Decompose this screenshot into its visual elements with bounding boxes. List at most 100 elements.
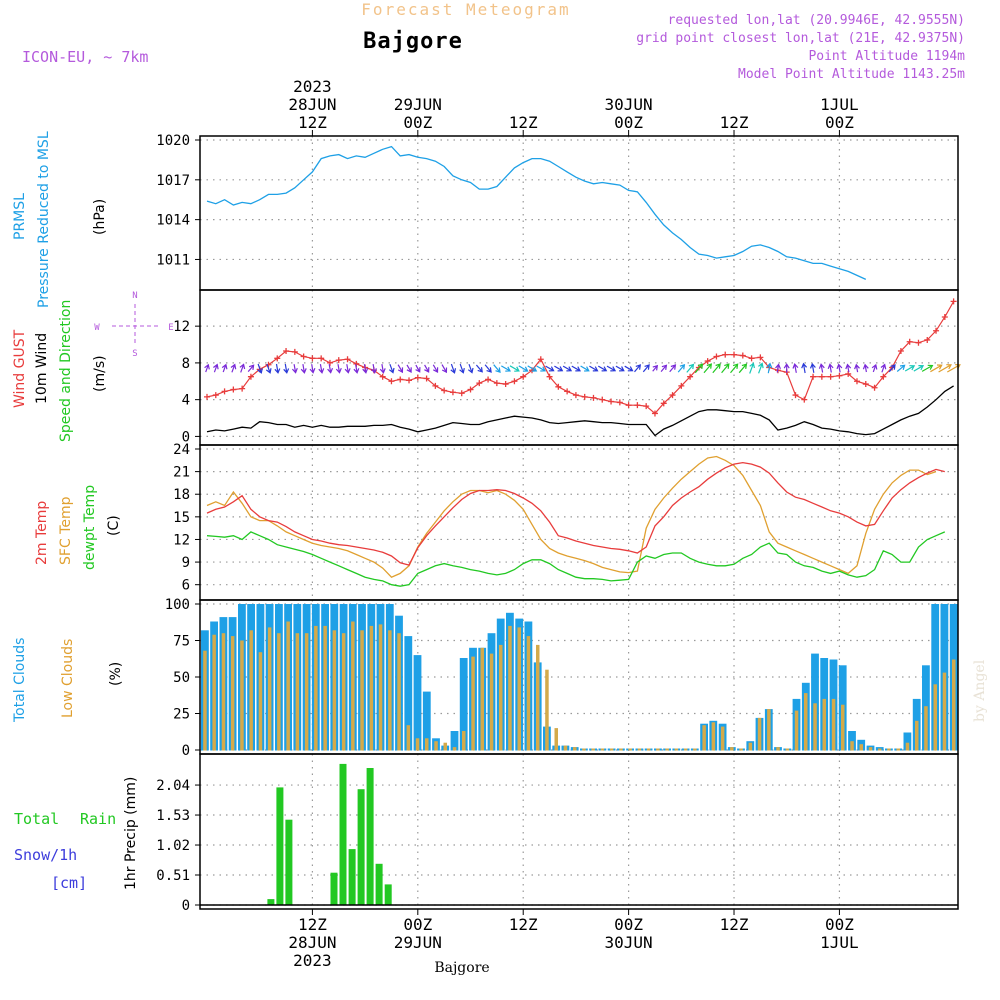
wind-direction-arrow — [738, 363, 748, 374]
wind-gust-point — [853, 378, 860, 385]
low-cloud-bar — [249, 630, 253, 751]
rain-bar — [267, 899, 275, 905]
wind-gust-point — [221, 388, 228, 395]
low-cloud-bar — [369, 625, 374, 751]
wind-direction-arrow — [845, 363, 852, 373]
wind-direction-arrow — [721, 363, 730, 374]
low-cloud-bar — [702, 725, 706, 751]
y-tick-label: 1017 — [156, 173, 190, 189]
y-tick-label: 75 — [173, 634, 190, 650]
low-cloud-bar — [341, 633, 346, 751]
top-axis-date: 28JUN — [288, 95, 336, 114]
wind-direction-arrow — [766, 362, 773, 374]
wind-direction-arrow — [467, 363, 474, 374]
wind-gust-point — [555, 383, 562, 390]
low-cloud-bar — [619, 748, 623, 751]
wind-gust-point — [634, 402, 641, 409]
top-axis-date: 1JUL — [820, 95, 859, 114]
low-cloud-bar — [609, 748, 614, 751]
wind-direction-arrow — [484, 364, 492, 373]
wind-direction-arrow — [589, 365, 599, 372]
wind-gust-point — [397, 376, 404, 383]
wind-direction-arrow — [424, 364, 430, 373]
wind-direction-arrow — [291, 364, 298, 374]
y-tick-label: 1.53 — [156, 808, 190, 824]
low-cloud-bar — [591, 748, 595, 751]
rain-bar — [330, 872, 338, 905]
wind-direction-arrow — [913, 365, 925, 372]
wind-gust-point — [915, 339, 922, 346]
wind-direction-arrow — [388, 363, 395, 374]
wind-direction-arrow — [509, 365, 520, 372]
bottom-axis-time: 12Z — [720, 915, 749, 934]
bottom-axis-year: 2023 — [293, 951, 332, 970]
wind-unit: (m/s) — [92, 355, 108, 392]
low-cloud-bar — [397, 633, 401, 751]
wind-gust-point — [326, 359, 333, 366]
wind-direction-arrow — [896, 364, 906, 372]
wind-gust-point — [792, 392, 799, 399]
wind-direction-arrow — [204, 363, 210, 373]
wind-gust-point — [713, 353, 720, 360]
wind-direction-arrow — [571, 365, 581, 372]
y-tick-label: 18 — [173, 487, 190, 503]
bottom-axis-time: 12Z — [509, 915, 538, 934]
precip-rain-label: Rain — [80, 810, 116, 828]
wind-direction-arrow — [871, 363, 878, 373]
bottom-axis-date: 1JUL — [820, 933, 859, 952]
y-tick-label: 1.02 — [156, 838, 190, 854]
wind-gust-point — [458, 390, 465, 397]
wind-direction-arrow — [580, 365, 590, 372]
wind-direction-arrow — [792, 362, 799, 373]
rain-bar — [339, 763, 347, 905]
wind-direction-arrow — [827, 363, 834, 373]
wind-direction-arrow — [397, 364, 404, 374]
pressure-label-msl: Pressure Reduced to MSL — [36, 131, 52, 308]
bottom-axis-date: 29JUN — [394, 933, 442, 952]
bottom-axis-location: Bajgore — [434, 960, 489, 976]
wind-direction-arrow — [809, 362, 816, 373]
wind-direction-arrow — [283, 363, 290, 374]
wind-gust-point — [309, 355, 316, 362]
wind-direction-arrow — [677, 363, 686, 373]
low-cloud-bar — [720, 726, 725, 751]
compass-south: S — [132, 349, 137, 359]
rain-bar — [357, 789, 365, 905]
low-cloud-bar — [314, 625, 318, 751]
wind-direction-arrow — [652, 364, 659, 372]
wind-direction-arrow — [432, 364, 439, 373]
low-cloud-bar — [859, 744, 863, 751]
wind-direction-arrow — [615, 365, 625, 372]
low-cloud-bar — [822, 698, 826, 751]
point-altitude: Point Altitude 1194m — [808, 49, 965, 64]
wind-speed-label: Speed and Direction — [58, 300, 74, 442]
wind-gust-point — [739, 352, 746, 359]
y-tick-label: 9 — [182, 555, 190, 571]
low-cloud-bar — [868, 747, 873, 751]
bottom-axis-time: 00Z — [403, 915, 432, 934]
compass-north: N — [132, 291, 137, 301]
wind-direction-arrow — [642, 364, 650, 373]
wind-gust-point — [687, 373, 694, 380]
top-axis-time: 12Z — [720, 113, 749, 132]
y-tick-label: 0 — [182, 743, 190, 759]
wind-gust-point — [467, 386, 474, 393]
wind-gust-point — [704, 358, 711, 365]
wind-gust-point — [441, 387, 448, 394]
wind-gust-point — [950, 298, 957, 305]
wind-direction-arrow — [758, 362, 764, 374]
panel-frames — [195, 130, 959, 915]
wind-gust-point — [520, 373, 527, 380]
wind-gust-point — [291, 348, 298, 355]
top-axis-time: 12Z — [509, 113, 538, 132]
rain-bar — [285, 819, 293, 905]
low-cloud-bar — [887, 748, 891, 751]
wind-gust-line — [206, 301, 955, 415]
y-tick-label: 12 — [173, 532, 190, 548]
rain-bar — [276, 787, 284, 905]
y-tick-labels: 1011101410171020048126912151821240255075… — [156, 133, 190, 914]
wind-gust-point — [731, 351, 738, 358]
clouds-low-label: Low Clouds — [60, 639, 76, 718]
